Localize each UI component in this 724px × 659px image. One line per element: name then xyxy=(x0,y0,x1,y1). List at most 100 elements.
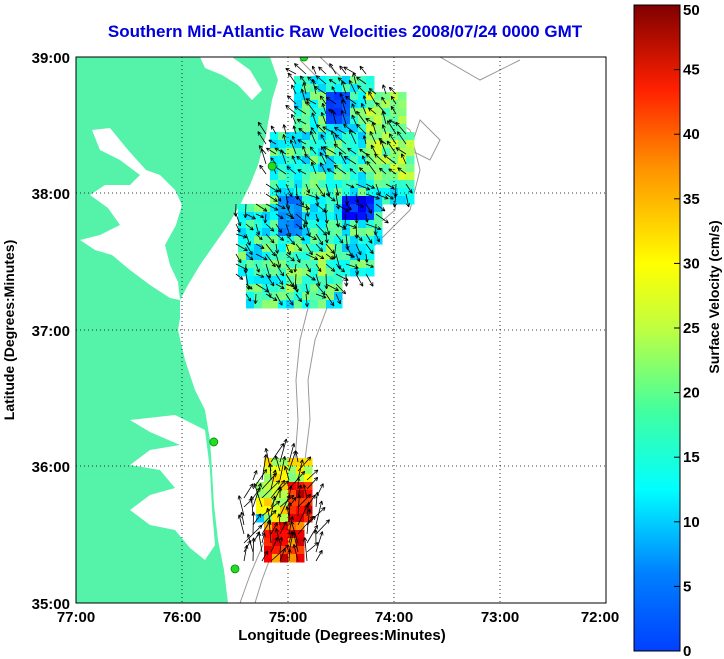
velocity-cell xyxy=(288,466,297,475)
velocity-cell xyxy=(358,268,367,277)
velocity-cell xyxy=(342,132,351,141)
velocity-arrow xyxy=(252,483,262,508)
velocity-cell xyxy=(398,100,407,109)
radar-station-marker xyxy=(299,57,309,62)
velocity-arrow xyxy=(325,96,337,105)
velocity-arrow xyxy=(360,102,367,115)
velocity-arrow xyxy=(362,135,367,145)
velocity-arrow xyxy=(279,547,286,562)
velocity-cell xyxy=(398,116,407,125)
velocity-cell xyxy=(302,252,311,261)
velocity-cell xyxy=(326,124,335,133)
velocity-cell xyxy=(326,236,335,245)
velocity-cell xyxy=(350,220,359,229)
velocity-cell xyxy=(398,180,407,189)
velocity-arrow xyxy=(270,479,286,499)
velocity-arrow xyxy=(255,273,265,278)
velocity-cell xyxy=(294,284,303,293)
velocity-cell xyxy=(318,124,327,133)
velocity-arrow xyxy=(356,76,367,85)
velocity-arrow xyxy=(364,253,369,263)
velocity-arrow xyxy=(337,77,347,85)
velocity-arrow xyxy=(325,193,336,202)
velocity-arrow xyxy=(355,263,360,275)
velocity-cell xyxy=(278,268,287,277)
velocity-cell xyxy=(272,474,281,483)
velocity-cell xyxy=(326,284,335,293)
velocity-cell xyxy=(334,252,343,261)
velocity-cell xyxy=(358,220,367,229)
velocity-cell xyxy=(382,188,391,197)
velocity-cell xyxy=(358,188,367,197)
velocity-cell xyxy=(366,124,375,133)
velocity-arrow xyxy=(356,110,367,125)
velocity-arrow xyxy=(307,76,317,85)
velocity-cell xyxy=(294,244,303,253)
velocity-cell xyxy=(286,164,295,173)
velocity-cell xyxy=(296,554,305,563)
colorbar-tick-label: 45 xyxy=(683,62,700,79)
velocity-cell xyxy=(280,498,289,507)
velocity-cell xyxy=(342,188,351,197)
velocity-cell xyxy=(374,108,383,117)
velocity-cell xyxy=(342,100,351,109)
velocity-arrow xyxy=(282,124,287,135)
velocity-arrow xyxy=(287,72,297,85)
velocity-arrow xyxy=(291,113,297,125)
velocity-arrow xyxy=(245,283,253,290)
velocity-arrow xyxy=(347,147,357,155)
velocity-cell xyxy=(280,506,289,515)
velocity-cell xyxy=(270,212,279,221)
velocity-arrow xyxy=(297,169,307,175)
velocity-cell xyxy=(334,132,343,141)
velocity-cell xyxy=(350,188,359,197)
velocity-cell xyxy=(342,212,351,221)
velocity-arrow xyxy=(380,140,387,155)
velocity-arrow xyxy=(315,273,321,287)
velocity-cell xyxy=(264,458,273,467)
velocity-cell xyxy=(294,92,303,101)
velocity-arrow xyxy=(297,503,309,526)
velocity-cell xyxy=(288,554,297,563)
velocity-arrow xyxy=(235,233,248,239)
velocity-cell xyxy=(254,244,263,253)
velocity-arrow xyxy=(315,124,327,135)
velocity-arrow xyxy=(335,203,350,212)
velocity-arrow xyxy=(275,213,284,219)
velocity-cell xyxy=(350,140,359,149)
velocity-arrow xyxy=(313,529,318,544)
velocity-arrow xyxy=(285,223,292,238)
velocity-cell xyxy=(278,164,287,173)
velocity-cell xyxy=(270,172,279,181)
velocity-cell xyxy=(310,260,319,269)
velocity-cell xyxy=(318,92,327,101)
velocity-cell xyxy=(374,228,383,237)
velocity-cell xyxy=(334,276,343,285)
velocity-arrow xyxy=(275,223,283,234)
velocity-arrow xyxy=(297,139,307,145)
velocity-cell xyxy=(398,156,407,165)
velocity-cell xyxy=(358,156,367,165)
velocity-cell xyxy=(318,188,327,197)
velocity-cell xyxy=(270,276,279,285)
velocity-arrow xyxy=(309,146,317,155)
velocity-arrow xyxy=(305,233,317,240)
velocity-cell xyxy=(272,506,281,515)
velocity-cell xyxy=(382,148,391,157)
velocity-cell xyxy=(390,124,399,133)
velocity-cell xyxy=(390,180,399,189)
velocity-arrow xyxy=(265,183,279,193)
velocity-cell xyxy=(374,196,383,205)
velocity-cell xyxy=(390,164,399,173)
velocity-cell xyxy=(398,108,407,117)
velocity-cell xyxy=(264,466,273,475)
velocity-cell xyxy=(310,300,319,309)
velocity-cell xyxy=(318,164,327,173)
velocity-cell xyxy=(278,188,287,197)
velocity-cell xyxy=(264,522,273,531)
velocity-cell xyxy=(254,292,263,301)
velocity-cell xyxy=(366,220,375,229)
velocity-arrow xyxy=(365,213,369,223)
velocity-arrow xyxy=(368,91,377,105)
velocity-cell xyxy=(334,228,343,237)
